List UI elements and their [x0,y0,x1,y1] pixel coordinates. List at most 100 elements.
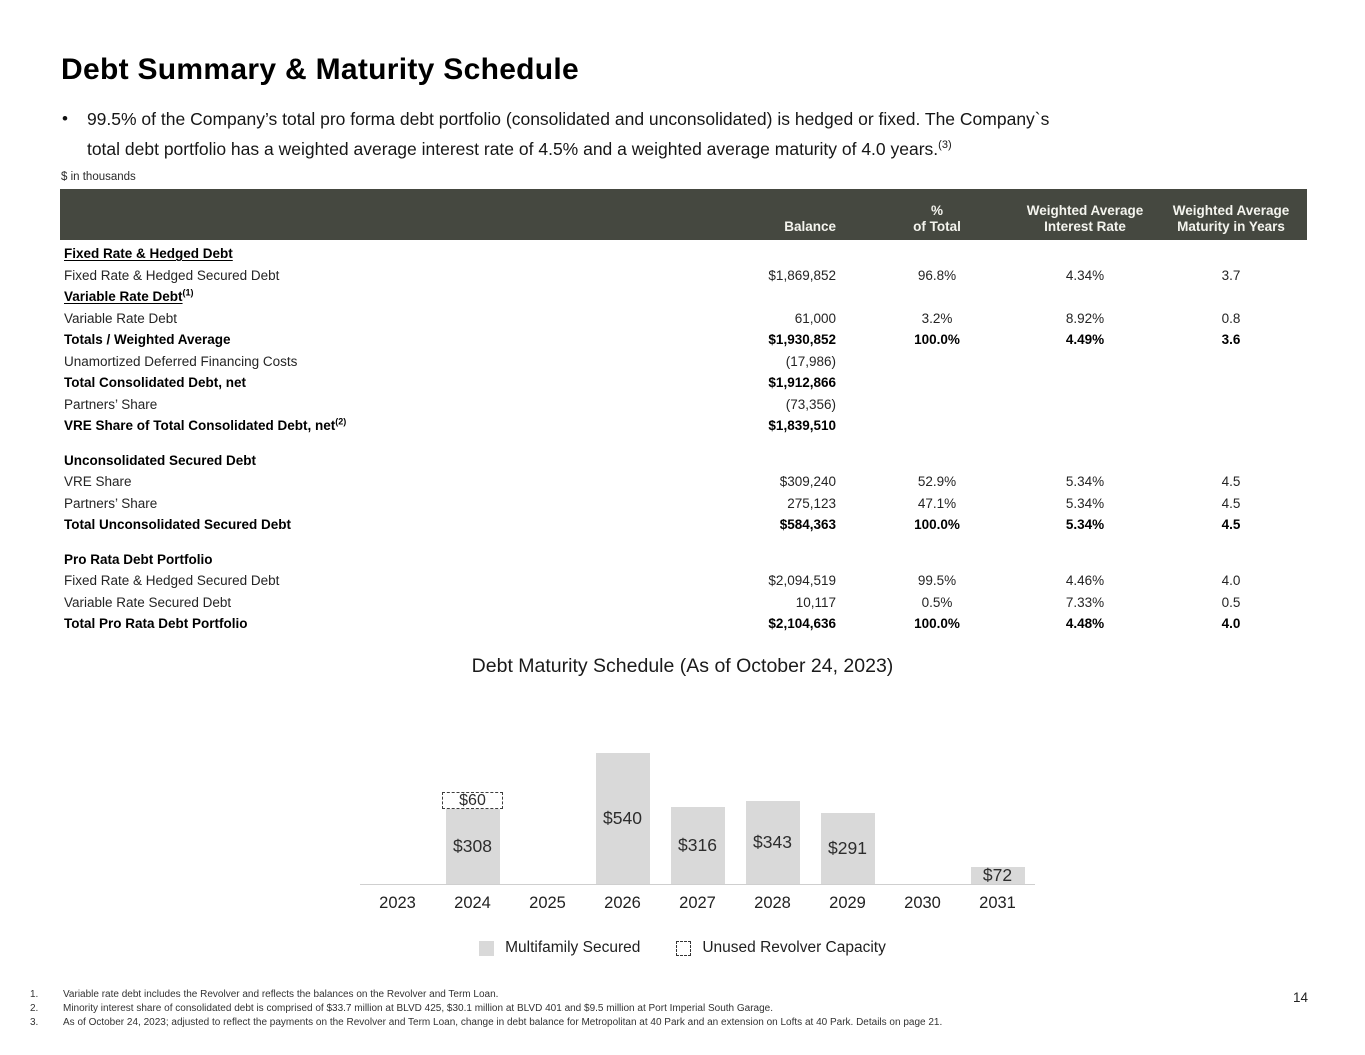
row-pct-of-total: 99.5% [917,573,957,588]
multifamily-secured-bar: $540 [595,753,650,884]
multifamily-secured-bar: $343 [745,801,800,884]
row-label: VRE Share of Total Consolidated Debt, ne… [64,416,347,433]
row-maturity: 4.5 [1221,474,1241,489]
chart-bar-slot: $291 [810,813,885,884]
row-balance: 61,000 [794,310,836,326]
row-maturity: 4.0 [1221,573,1241,588]
maturity-bar-chart: $60 $308 $540 $316 $343 $291 $72 [360,753,1035,885]
table-row: Pro Rata Debt Portfolio [60,549,1307,571]
row-balance: $1,930,852 [768,332,836,347]
row-label: Fixed Rate & Hedged Debt [64,246,233,261]
page-title: Debt Summary & Maturity Schedule [61,53,580,86]
table-body: Fixed Rate & Hedged Debt Fixed Rate & Hed… [60,240,1307,635]
table-row: Unconsolidated Secured Debt [60,450,1307,472]
chart-bar-slot: $60 $308 [435,792,510,884]
x-axis-tick-label: 2029 [829,894,866,912]
table-row: Totals / Weighted Average $1,930,852 100.0… [60,329,1307,351]
multifamily-secured-bar: $291 [820,813,875,884]
table-row: Partners’ Share 275,123 47.1% 5.34% 4.5 [60,493,1307,515]
row-label: Total Pro Rata Debt Portfolio [64,616,248,631]
row-label: Unconsolidated Secured Debt [64,452,257,468]
row-label: Variable Rate Debt [64,310,178,326]
table-row: VRE Share $309,240 52.9% 5.34% 4.5 [60,471,1307,493]
row-label: VRE Share [64,474,132,489]
x-axis-tick-label: 2024 [454,894,491,912]
legend-swatch-dashed-icon [676,940,692,956]
table-row: Partners’ Share (73,356) [60,394,1307,416]
footnotes: 1. Variable rate debt includes the Revol… [30,988,942,1029]
table-header-wa-interest-rate: Weighted Average Interest Rate [1026,203,1144,234]
bullet-icon: • [62,109,68,128]
row-label: Total Consolidated Debt, net [64,375,246,390]
row-interest-rate: 8.92% [1065,310,1105,326]
row-maturity: 4.5 [1221,517,1241,532]
row-maturity: 0.8 [1221,310,1241,326]
table-header-pct-of-total: % of Total [913,203,961,234]
row-interest-rate: 5.34% [1065,517,1105,532]
footnote-1: 1. Variable rate debt includes the Revol… [30,988,942,1002]
unused-revolver-bar: $60 [442,792,503,809]
row-balance: $309,240 [779,474,836,489]
row-balance: $584,363 [779,517,836,532]
x-axis-tick-label: 2023 [379,894,416,912]
debt-summary-table: Balance % of Total Weighted Average Inte… [60,189,1307,635]
table-header-empty [60,234,699,240]
multifamily-secured-bar: $316 [670,807,725,884]
row-maturity: 0.5 [1221,594,1241,610]
row-label: Unamortized Deferred Financing Costs [64,353,298,369]
row-balance: $2,094,519 [768,573,836,588]
row-balance: (73,356) [785,396,836,412]
row-balance: 10,117 [795,594,836,610]
x-axis-tick-label: 2031 [979,894,1016,912]
row-interest-rate: 5.34% [1065,474,1105,489]
footnote-2: 2. Minority interest share of consolidat… [30,1002,942,1016]
footnote-3: 3. As of October 24, 2023; adjusted to r… [30,1016,942,1030]
row-interest-rate: 4.34% [1065,267,1105,283]
legend-label-multifamily: Multifamily Secured [505,939,641,956]
table-row: Variable Rate Debt 61,000 3.2% 8.92% 0.8 [60,308,1307,330]
chart-legend: Multifamily Secured Unused Revolver Capa… [0,939,1365,957]
chart-bar-slot: $540 [585,753,660,884]
footnote-ref-3: (3) [938,139,952,151]
summary-bullet: • 99.5% of the Company’s total pro forma… [62,106,1292,162]
row-label: Partners’ Share [64,495,158,511]
row-interest-rate: 7.33% [1065,594,1105,610]
footnote-ref: (2) [335,416,347,427]
row-interest-rate: 5.34% [1065,495,1105,511]
footnote-2-number: 2. [30,1002,39,1014]
row-interest-rate: 4.48% [1065,616,1105,631]
legend-item-multifamily-secured: Multifamily Secured [479,939,640,957]
legend-swatch-solid-icon [479,940,495,956]
footnote-3-text: As of October 24, 2023; adjusted to refl… [63,1016,943,1028]
table-header-row: Balance % of Total Weighted Average Inte… [60,189,1307,240]
multifamily-secured-bar: $308 [445,809,500,884]
row-balance: (17,986) [785,353,836,369]
footnote-3-number: 3. [30,1016,39,1028]
table-row: Fixed Rate & Hedged Secured Debt $2,094,5… [60,570,1307,592]
row-interest-rate: 4.46% [1065,573,1105,588]
row-pct-of-total: 96.8% [917,267,957,283]
table-row: Variable Rate Debt(1) [60,286,1307,308]
chart-bar-slot: $316 [660,807,735,884]
table-header-wa-maturity: Weighted Average Maturity in Years [1172,203,1290,234]
row-pct-of-total: 100.0% [914,616,960,631]
table-section-spacer [60,536,1307,549]
table-row: Total Unconsolidated Secured Debt $584,36… [60,514,1307,536]
chart-title: Debt Maturity Schedule (As of October 24… [471,655,894,677]
row-label: Fixed Rate & Hedged Secured Debt [64,573,280,588]
summary-text: 99.5% of the Company’s total pro forma d… [86,109,1050,159]
row-maturity: 4.0 [1221,616,1241,631]
x-axis-tick-label: 2028 [754,894,791,912]
table-row: VRE Share of Total Consolidated Debt, ne… [60,415,1307,437]
row-label: Variable Rate Debt(1) [64,287,194,304]
legend-label-revolver: Unused Revolver Capacity [702,939,886,956]
table-header-balance: Balance [784,218,836,234]
table-row: Unamortized Deferred Financing Costs (17,… [60,351,1307,373]
row-balance: $1,912,866 [768,375,836,390]
summary-bullet-text: 99.5% of the Company’s total pro forma d… [87,106,1049,162]
row-balance: 275,123 [787,495,836,511]
table-section-spacer [60,437,1307,450]
row-balance: $1,839,510 [768,418,836,433]
multifamily-secured-bar: $72 [970,865,1025,885]
